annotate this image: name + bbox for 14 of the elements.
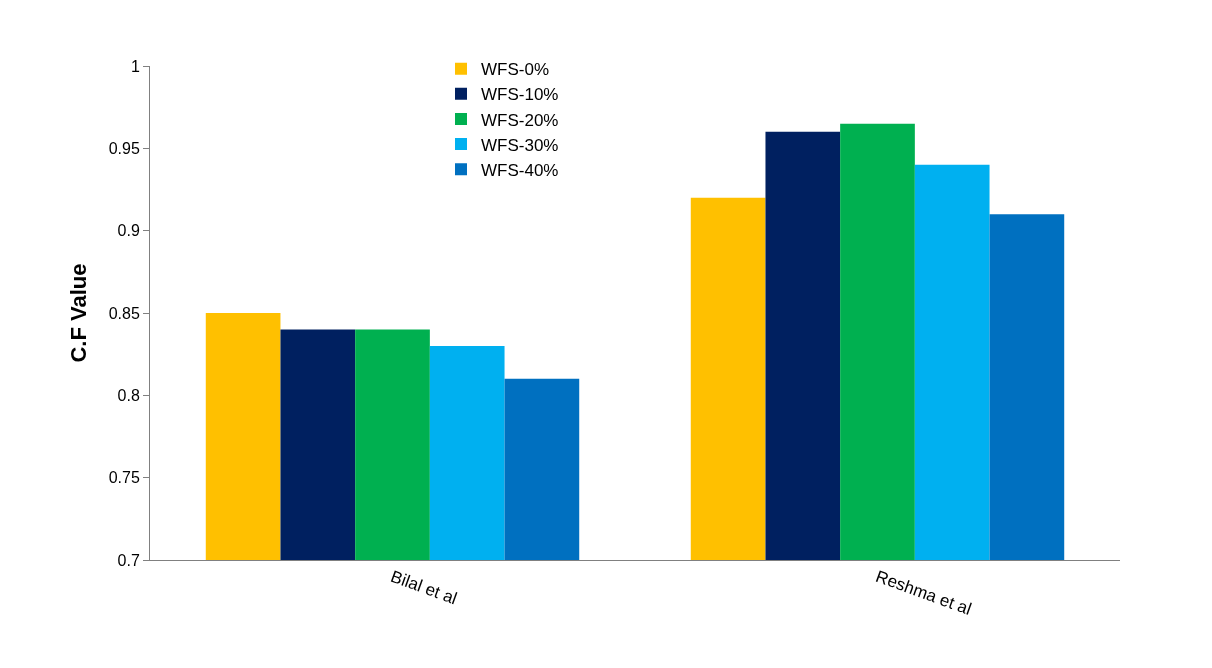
legend-label: WFS-0%	[481, 60, 549, 80]
y-tick-label: 0.95	[108, 139, 140, 157]
legend-label: WFS-40%	[481, 160, 559, 180]
legend-label: WFS-20%	[481, 110, 559, 130]
y-tick-label: 0.7	[117, 551, 140, 569]
y-axis-title: C.F Value	[66, 263, 92, 363]
y-tick-label: 0.9	[117, 222, 140, 240]
legend-label: WFS-10%	[481, 85, 559, 105]
y-tick-label: 1	[130, 57, 140, 75]
y-tick-label: 0.8	[117, 386, 140, 404]
x-tick-label: Bilal et al	[388, 566, 460, 609]
y-tick-label: 0.85	[108, 304, 140, 322]
y-tick-label: 0.75	[108, 469, 140, 487]
legend-label: WFS-30%	[481, 135, 559, 155]
